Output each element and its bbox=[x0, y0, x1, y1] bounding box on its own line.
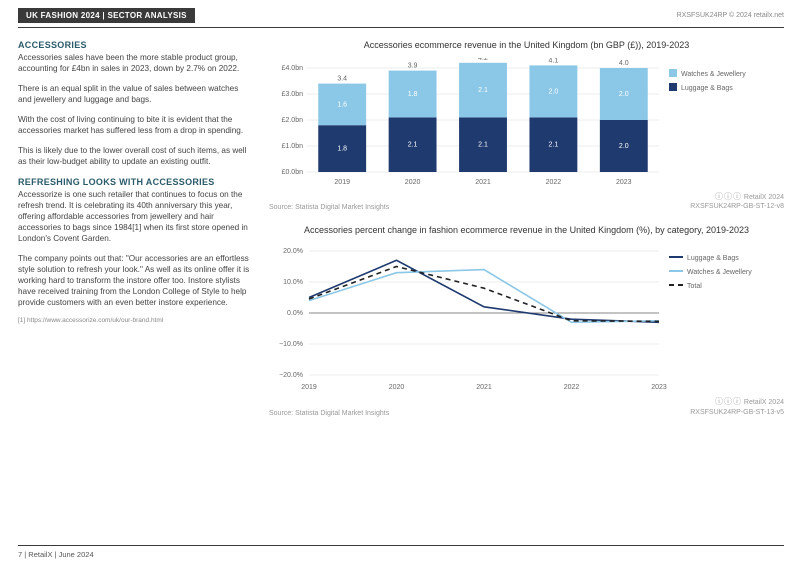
svg-text:2.1: 2.1 bbox=[549, 142, 559, 149]
svg-text:£2.0bn: £2.0bn bbox=[282, 117, 304, 124]
heading-refreshing: REFRESHING LOOKS WITH ACCESSORIES bbox=[18, 177, 253, 187]
chart-1-attrib-2: RXSFSUK24RP-GB-ST-12-v8 bbox=[690, 203, 784, 210]
chart-1-attrib: ⓘⓘⓘ RetailX 2024 RXSFSUK24RP-GB-ST-12-v8 bbox=[690, 192, 784, 211]
svg-text:3.4: 3.4 bbox=[337, 76, 347, 83]
svg-text:2023: 2023 bbox=[616, 179, 632, 186]
svg-text:2020: 2020 bbox=[389, 384, 405, 391]
svg-text:4.1: 4.1 bbox=[549, 58, 559, 64]
svg-text:£4.0bn: £4.0bn bbox=[282, 65, 304, 72]
charts-column: Accessories ecommerce revenue in the Uni… bbox=[269, 40, 784, 431]
svg-text:Luggage & Bags: Luggage & Bags bbox=[681, 85, 733, 92]
chart-1-svg: £0.0bn £1.0bn £2.0bn £3.0bn £4.0bn 1.8 1.6 3.4 2… bbox=[269, 58, 769, 188]
chart-1-attrib-1: RetailX 2024 bbox=[744, 194, 784, 201]
svg-text:2021: 2021 bbox=[476, 384, 492, 391]
chart-2: Accessories percent change in fashion ec… bbox=[269, 225, 784, 416]
chart-2-attrib-2: RXSFSUK24RP-GB-ST-13-v5 bbox=[690, 409, 784, 416]
svg-text:1.8: 1.8 bbox=[337, 146, 347, 153]
para-1: Accessories sales have been the more sta… bbox=[18, 52, 253, 74]
svg-text:0.0%: 0.0% bbox=[287, 310, 303, 317]
svg-text:2.0: 2.0 bbox=[619, 143, 629, 150]
svg-text:£3.0bn: £3.0bn bbox=[282, 91, 304, 98]
para-5: Accessorize is one such retailer that co… bbox=[18, 189, 253, 244]
citation: [1] https://www.accessorize.com/uk/our-b… bbox=[18, 317, 253, 324]
footer-rule bbox=[18, 545, 784, 546]
chart-2-svg: −20.0% −10.0% 0.0% 10.0% 20.0% 2019 2020 2021 20… bbox=[269, 243, 769, 393]
para-2: There is an equal split in the value of … bbox=[18, 83, 253, 105]
svg-text:2.1: 2.1 bbox=[478, 87, 488, 94]
svg-text:2023: 2023 bbox=[651, 384, 667, 391]
content-area: ACCESSORIES Accessories sales have been … bbox=[0, 28, 802, 431]
heading-accessories: ACCESSORIES bbox=[18, 40, 253, 50]
svg-text:2022: 2022 bbox=[546, 179, 562, 186]
svg-text:1.8: 1.8 bbox=[408, 91, 418, 98]
svg-text:£1.0bn: £1.0bn bbox=[282, 143, 304, 150]
header-meta: RXSFSUK24RP © 2024 retailx.net bbox=[677, 12, 784, 19]
svg-text:−10.0%: −10.0% bbox=[279, 341, 303, 348]
svg-text:4.0: 4.0 bbox=[619, 60, 629, 67]
para-4: This is likely due to the lower overall … bbox=[18, 145, 253, 167]
svg-text:Watches & Jewellery: Watches & Jewellery bbox=[681, 71, 746, 78]
svg-text:2.0: 2.0 bbox=[619, 91, 629, 98]
svg-text:£0.0bn: £0.0bn bbox=[282, 169, 304, 176]
svg-text:2.0: 2.0 bbox=[549, 88, 559, 95]
chart-2-attrib-1: RetailX 2024 bbox=[744, 399, 784, 406]
svg-text:Luggage & Bags: Luggage & Bags bbox=[687, 255, 739, 262]
para-3: With the cost of living continuing to bi… bbox=[18, 114, 253, 136]
cc-icon: ⓘⓘⓘ bbox=[715, 397, 742, 406]
page-header: UK FASHION 2024 | SECTOR ANALYSIS RXSFSU… bbox=[0, 0, 802, 27]
chart-1-source: Source: Statista Digital Market Insights bbox=[269, 204, 389, 211]
chart-2-source: Source: Statista Digital Market Insights bbox=[269, 410, 389, 417]
text-column: ACCESSORIES Accessories sales have been … bbox=[18, 40, 253, 431]
svg-text:2021: 2021 bbox=[475, 179, 491, 186]
chart-2-footer: Source: Statista Digital Market Insights… bbox=[269, 397, 784, 416]
svg-text:2019: 2019 bbox=[334, 179, 350, 186]
svg-text:2020: 2020 bbox=[405, 179, 421, 186]
svg-text:4.2: 4.2 bbox=[478, 58, 488, 62]
svg-text:2022: 2022 bbox=[564, 384, 580, 391]
chart-1: Accessories ecommerce revenue in the Uni… bbox=[269, 40, 784, 211]
chart-2-attrib: ⓘⓘⓘ RetailX 2024 RXSFSUK24RP-GB-ST-13-v5 bbox=[690, 397, 784, 416]
svg-text:Total: Total bbox=[687, 283, 702, 290]
para-6: The company points out that: "Our access… bbox=[18, 253, 253, 308]
svg-text:2.1: 2.1 bbox=[408, 142, 418, 149]
header-badge: UK FASHION 2024 | SECTOR ANALYSIS bbox=[18, 8, 195, 23]
chart-1-title: Accessories ecommerce revenue in the Uni… bbox=[269, 40, 784, 50]
chart-1-footer: Source: Statista Digital Market Insights… bbox=[269, 192, 784, 211]
svg-text:Watches & Jewellery: Watches & Jewellery bbox=[687, 269, 752, 276]
svg-text:2019: 2019 bbox=[301, 384, 317, 391]
svg-text:20.0%: 20.0% bbox=[283, 248, 303, 255]
page-footer: 7 | RetailX | June 2024 bbox=[0, 541, 802, 567]
svg-text:2.1: 2.1 bbox=[478, 142, 488, 149]
svg-text:1.6: 1.6 bbox=[337, 101, 347, 108]
cc-icon: ⓘⓘⓘ bbox=[715, 192, 742, 201]
svg-text:−20.0%: −20.0% bbox=[279, 372, 303, 379]
chart-2-title: Accessories percent change in fashion ec… bbox=[269, 225, 784, 235]
svg-text:3.9: 3.9 bbox=[408, 63, 418, 70]
svg-text:10.0%: 10.0% bbox=[283, 279, 303, 286]
footer-text: 7 | RetailX | June 2024 bbox=[18, 550, 784, 559]
